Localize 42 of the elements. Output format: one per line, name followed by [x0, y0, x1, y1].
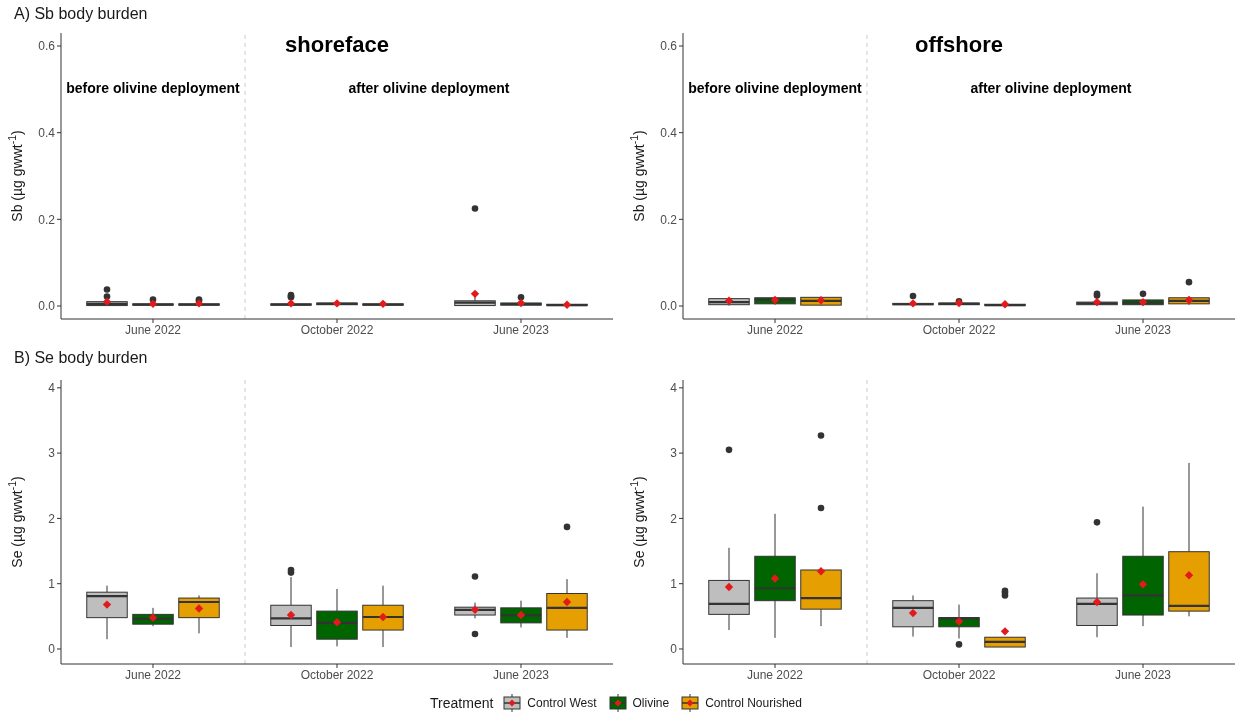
annotation: before olivine deployment	[687, 80, 863, 96]
y-tick-label: 1	[48, 576, 56, 591]
x-tick-label: June 2022	[124, 667, 182, 682]
legend-label: Control West	[527, 696, 597, 710]
x-tick-label: October 2022	[300, 667, 374, 682]
chart-title: B) Se body burden	[14, 349, 148, 367]
x-tick-label: October 2022	[922, 667, 996, 682]
y-tick-label: 0	[48, 642, 56, 657]
chart-title: A) Sb body burden	[14, 5, 148, 23]
x-tick-label: June 2023	[492, 667, 550, 682]
y-tick-label: 0.4	[660, 125, 678, 140]
y-tick-label: 4	[670, 381, 678, 396]
y-tick-label: 1	[670, 576, 678, 591]
y-tick-label: 0.0	[660, 299, 678, 314]
x-tick-label: June 2022	[124, 322, 182, 337]
legend-label: Olivine	[632, 696, 670, 710]
chart-subtitle: shoreface	[284, 32, 390, 58]
x-tick-label: October 2022	[922, 322, 996, 337]
x-tick-label: June 2022	[746, 667, 804, 682]
x-tick-label: October 2022	[300, 322, 374, 337]
y-tick-label: 0.2	[660, 212, 678, 227]
x-tick-label: June 2023	[1114, 322, 1172, 337]
annotation: before olivine deployment	[65, 80, 241, 96]
y-tick-label: 0.2	[38, 212, 56, 227]
y-tick-label: 3	[670, 446, 678, 461]
y-tick-label: 2	[670, 511, 678, 526]
y-tick-label: 0.4	[38, 125, 56, 140]
chart-subtitle: offshore	[914, 32, 1004, 58]
legend-title: Treatment	[430, 695, 494, 711]
y-tick-label: 0.6	[660, 39, 678, 54]
y-tick-label: 0.0	[38, 299, 56, 314]
y-tick-label: 2	[48, 511, 56, 526]
y-tick-label: 4	[48, 381, 56, 396]
annotation: after olivine deployment	[969, 80, 1133, 96]
x-tick-label: June 2022	[746, 322, 804, 337]
y-tick-label: 0	[670, 642, 678, 657]
y-tick-label: 0.6	[38, 39, 56, 54]
annotation: after olivine deployment	[347, 80, 511, 96]
y-tick-label: 3	[48, 446, 56, 461]
x-tick-label: June 2023	[492, 322, 550, 337]
legend-label: Control Nourished	[705, 696, 802, 710]
x-tick-label: June 2023	[1114, 667, 1172, 682]
